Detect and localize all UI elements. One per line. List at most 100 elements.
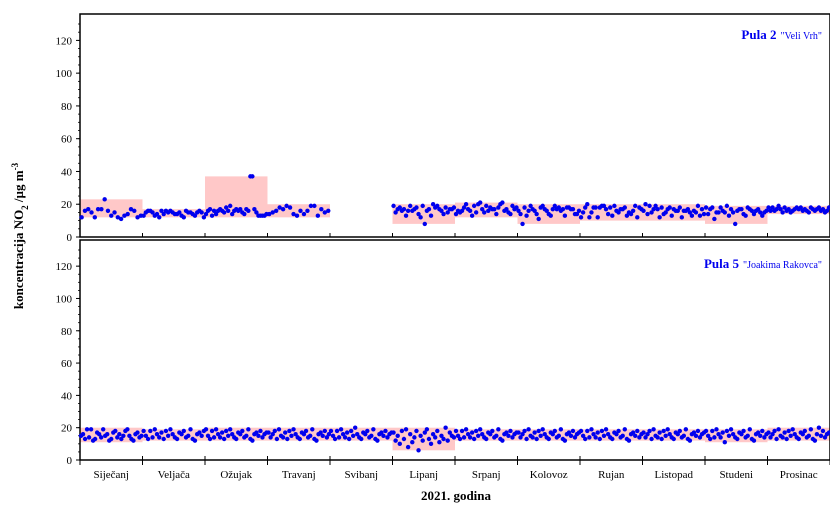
data-point-pula-2 bbox=[443, 205, 448, 210]
data-point-pula-2 bbox=[622, 205, 627, 210]
data-point-pula-2 bbox=[401, 206, 407, 212]
data-point-pula-5 bbox=[712, 435, 717, 440]
data-point-pula-2 bbox=[635, 215, 640, 220]
data-point-pula-5 bbox=[677, 428, 682, 434]
data-point-pula-5 bbox=[318, 430, 323, 435]
data-point-pula-5 bbox=[435, 428, 440, 434]
data-point-pula-2 bbox=[494, 211, 499, 217]
range-band-pula-5-7 bbox=[455, 429, 518, 441]
data-point-pula-2 bbox=[484, 203, 489, 209]
data-point-pula-5 bbox=[788, 433, 793, 438]
data-point-pula-2 bbox=[422, 221, 427, 227]
y-tick-label-pula-2: 120 bbox=[56, 35, 73, 47]
data-point-pula-2 bbox=[439, 208, 444, 213]
data-point-pula-2 bbox=[782, 205, 787, 210]
data-point-pula-5 bbox=[211, 435, 217, 440]
data-point-pula-5 bbox=[585, 428, 590, 434]
data-point-pula-5 bbox=[287, 428, 292, 434]
data-point-pula-5 bbox=[383, 428, 388, 434]
data-point-pula-5 bbox=[522, 428, 527, 434]
data-point-pula-2 bbox=[420, 203, 425, 209]
data-point-pula-5 bbox=[478, 427, 483, 432]
data-point-pula-5 bbox=[530, 435, 535, 440]
data-point-pula-5 bbox=[826, 430, 830, 435]
data-point-pula-5 bbox=[812, 438, 818, 443]
data-point-pula-5 bbox=[209, 428, 215, 434]
data-point-pula-2 bbox=[633, 203, 638, 209]
data-point-pula-5 bbox=[800, 431, 805, 437]
data-point-pula-2 bbox=[528, 203, 533, 209]
data-point-pula-5 bbox=[430, 431, 436, 437]
x-tick-label: Srpanj bbox=[472, 469, 501, 481]
data-point-pula-5 bbox=[587, 435, 592, 440]
data-point-pula-5 bbox=[635, 428, 640, 434]
data-point-pula-2 bbox=[122, 213, 127, 218]
data-point-pula-2 bbox=[157, 215, 162, 220]
data-point-pula-2 bbox=[653, 203, 658, 209]
data-point-pula-5 bbox=[614, 431, 619, 437]
x-tick-label: Svibanj bbox=[344, 469, 378, 481]
data-point-pula-2 bbox=[685, 206, 691, 212]
data-point-pula-2 bbox=[326, 208, 331, 213]
data-point-pula-2 bbox=[751, 211, 757, 217]
data-point-pula-2 bbox=[593, 205, 598, 210]
data-point-pula-2 bbox=[393, 210, 398, 215]
data-point-pula-2 bbox=[408, 203, 413, 209]
data-point-pula-2 bbox=[726, 213, 732, 218]
data-point-pula-2 bbox=[280, 206, 286, 212]
data-point-pula-2 bbox=[576, 208, 582, 213]
data-point-pula-5 bbox=[480, 431, 485, 437]
data-point-pula-5 bbox=[730, 431, 736, 437]
station-name-pula-5: Pula 5 bbox=[704, 256, 740, 271]
plot-area: 0 20 40 60 80 100 120 0 20 40 60 80 100 120 Siječanj Ve… bbox=[56, 13, 830, 481]
data-point-pula-2 bbox=[112, 210, 117, 215]
data-point-pula-5 bbox=[667, 431, 672, 437]
data-point-pula-5 bbox=[776, 427, 781, 432]
data-point-pula-2 bbox=[624, 213, 630, 218]
data-point-pula-5 bbox=[98, 435, 104, 440]
data-point-pula-5 bbox=[174, 436, 180, 442]
data-point-pula-5 bbox=[268, 435, 273, 440]
data-point-pula-2 bbox=[826, 205, 830, 210]
data-point-pula-2 bbox=[580, 210, 586, 215]
data-point-pula-5 bbox=[741, 428, 746, 434]
data-point-pula-5 bbox=[786, 428, 791, 434]
data-point-pula-2 bbox=[730, 210, 736, 215]
data-point-pula-5 bbox=[661, 428, 666, 434]
data-point-pula-2 bbox=[649, 210, 654, 215]
data-point-pula-2 bbox=[89, 210, 94, 215]
data-point-pula-2 bbox=[601, 203, 607, 209]
data-point-pula-2 bbox=[242, 211, 247, 217]
data-point-pula-5 bbox=[597, 436, 602, 442]
data-point-pula-5 bbox=[105, 431, 110, 437]
data-point-pula-2 bbox=[786, 206, 791, 212]
data-point-pula-5 bbox=[782, 430, 787, 435]
data-point-pula-5 bbox=[558, 427, 564, 432]
data-point-pula-5 bbox=[188, 427, 193, 432]
data-point-pula-5 bbox=[647, 428, 652, 434]
data-point-pula-5 bbox=[381, 433, 386, 438]
data-point-pula-5 bbox=[510, 435, 515, 440]
data-point-pula-5 bbox=[508, 428, 513, 434]
data-point-pula-5 bbox=[599, 428, 605, 434]
data-point-pula-5 bbox=[774, 436, 779, 442]
data-point-pula-5 bbox=[687, 438, 693, 443]
data-point-pula-5 bbox=[244, 433, 249, 438]
data-point-pula-2 bbox=[430, 202, 436, 207]
data-point-pula-5 bbox=[154, 431, 160, 437]
data-point-pula-2 bbox=[228, 203, 233, 209]
data-point-pula-5 bbox=[219, 430, 225, 435]
data-point-pula-2 bbox=[695, 203, 701, 209]
data-point-pula-2 bbox=[776, 203, 781, 209]
data-point-pula-5 bbox=[465, 431, 471, 437]
x-tick-label: Studeni bbox=[719, 469, 753, 481]
data-point-pula-5 bbox=[695, 428, 701, 434]
data-point-pula-5 bbox=[504, 430, 509, 435]
data-point-pula-5 bbox=[671, 436, 676, 442]
data-point-pula-5 bbox=[532, 430, 537, 435]
data-point-pula-2 bbox=[548, 213, 553, 218]
data-point-pula-2 bbox=[403, 213, 409, 218]
data-point-pula-5 bbox=[328, 428, 334, 434]
data-point-pula-5 bbox=[217, 435, 223, 440]
data-point-pula-5 bbox=[338, 427, 344, 432]
